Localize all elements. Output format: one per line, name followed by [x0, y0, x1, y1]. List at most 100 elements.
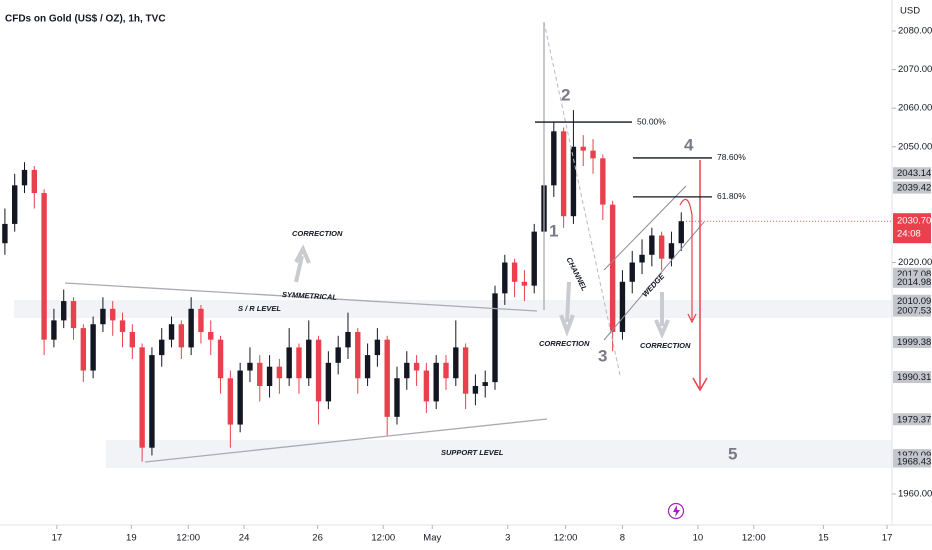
fib-label: 61.80% — [717, 191, 746, 201]
y-tick-label: 2050.00 — [898, 141, 932, 152]
price-tag — [893, 371, 931, 384]
candle-body — [276, 366, 283, 379]
candle-body — [306, 339, 312, 379]
candle-body — [21, 169, 28, 186]
drawings — [64, 21, 708, 463]
wave-label: 5 — [728, 444, 737, 463]
red-arrowhead — [687, 313, 697, 324]
price-tag-label: 1990.31 — [897, 372, 931, 383]
candle-body — [668, 243, 675, 259]
y-tick-label: 1960.00 — [898, 489, 932, 500]
candle-body — [335, 347, 341, 363]
x-tick-label: 10 — [693, 533, 704, 544]
price-tag — [893, 304, 931, 317]
candle-body — [511, 262, 518, 282]
x-tick-label: 26 — [312, 533, 323, 544]
candle-body — [296, 347, 302, 379]
y-tick-label: 2080.00 — [898, 26, 932, 37]
candle-body — [413, 362, 420, 371]
candle-body — [286, 347, 292, 379]
triangle-lower — [144, 418, 548, 463]
last-price-label: 2030.70 — [897, 216, 931, 227]
candle-body — [609, 204, 616, 332]
candle-body — [580, 146, 586, 151]
candle-body — [257, 362, 263, 386]
price-tag — [893, 336, 931, 349]
price-tag-label: 2039.42 — [897, 183, 931, 194]
candle-body — [678, 221, 684, 244]
x-tick-label: 24 — [239, 533, 250, 544]
price-tag-label: 1999.38 — [897, 337, 931, 348]
candle-body — [345, 331, 351, 348]
candle-body — [394, 378, 400, 417]
price-tag — [893, 294, 931, 307]
triangle-upper — [64, 282, 538, 312]
candle-body — [649, 235, 655, 255]
candle-body — [472, 385, 479, 394]
candle-body — [149, 355, 155, 448]
sr-zone — [14, 300, 892, 318]
red-arrowhead — [692, 377, 708, 392]
candle-body — [129, 331, 136, 348]
candle-body — [266, 366, 273, 386]
candles — [2, 110, 684, 462]
candle-body — [247, 362, 253, 371]
candle-body — [600, 158, 606, 205]
candle-body — [355, 331, 361, 379]
y-tick-label: 2060.00 — [898, 103, 932, 114]
currency: USD — [900, 6, 920, 17]
fib-levels: 50.00% 78.60% 61.80% — [535, 116, 746, 201]
candle-body — [443, 362, 449, 379]
wave-label: 1 — [549, 221, 558, 240]
price-tag-label: 2014.98 — [897, 277, 931, 288]
candle-body — [119, 320, 126, 332]
x-tick-label: 12:00 — [742, 533, 766, 544]
candle-body — [453, 347, 459, 379]
candle-body — [12, 185, 18, 224]
candle-body — [80, 328, 87, 371]
wedge-lower — [603, 221, 705, 341]
price-tag — [893, 181, 931, 194]
candle-body — [188, 308, 194, 348]
candle-body — [423, 370, 430, 402]
candle-body — [364, 355, 371, 379]
candle-body — [551, 131, 557, 186]
price-tag-label: 2007.53 — [897, 306, 931, 317]
candle-body — [178, 324, 185, 348]
price-tag-label: 1979.37 — [897, 414, 931, 425]
candle-body — [570, 146, 577, 217]
candle-body — [198, 308, 204, 332]
support-zone — [106, 440, 892, 468]
price-tag — [893, 167, 931, 180]
price-tag — [893, 275, 931, 288]
gray-arrow-down — [654, 292, 670, 340]
candle-body — [139, 347, 145, 448]
event-icon-bolt — [673, 505, 680, 517]
wave-label: 2 — [561, 85, 570, 104]
candle-body — [384, 339, 390, 417]
annotation: S / R LEVEL — [238, 304, 281, 313]
candle-body — [315, 339, 322, 402]
x-tick-label: 15 — [818, 533, 829, 544]
price-tag-label: 2043.14 — [897, 168, 931, 179]
y-tick-label: 2070.00 — [898, 64, 932, 75]
annotation: CORRECTION — [640, 341, 691, 350]
annotation: SYMMETRICAL — [282, 290, 338, 302]
wave-label: 4 — [684, 135, 694, 154]
candle-body — [521, 281, 528, 286]
candle-body — [100, 308, 106, 325]
candle-body — [2, 223, 8, 244]
annotation: SUPPORT LEVEL — [441, 448, 504, 457]
price-tag-label: 2017.08 — [897, 269, 931, 280]
x-tick-label: 12:00 — [371, 533, 395, 544]
candle-body — [227, 378, 234, 425]
candle-body — [217, 339, 224, 379]
price-tag — [893, 413, 931, 426]
x-tick-label: 12:00 — [554, 533, 578, 544]
candle-body — [51, 320, 57, 340]
candle-body — [90, 324, 96, 371]
price-tag-label: 1968.43 — [897, 456, 931, 467]
candle-body — [404, 362, 410, 379]
candle-body — [619, 281, 626, 332]
